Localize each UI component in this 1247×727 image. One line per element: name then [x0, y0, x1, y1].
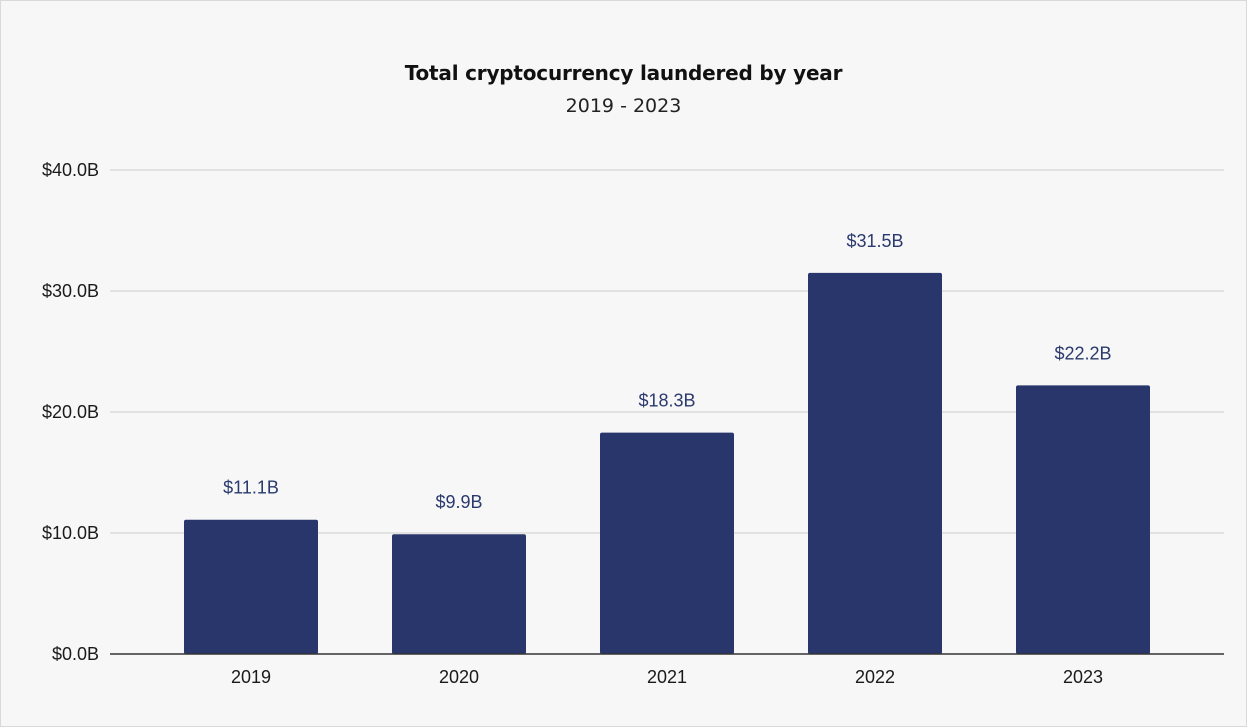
- bar: [600, 432, 734, 654]
- x-tick-label: 2019: [231, 667, 271, 687]
- data-label: $18.3B: [638, 391, 695, 411]
- x-tick-label: 2021: [647, 667, 687, 687]
- data-label: $31.5B: [846, 231, 903, 251]
- bar: [392, 534, 526, 654]
- chart-subtitle: 2019 - 2023: [565, 95, 682, 117]
- data-label: $22.2B: [1054, 343, 1111, 363]
- bar: [808, 272, 942, 654]
- y-tick-label: $30.0B: [42, 281, 99, 301]
- x-tick-label: 2023: [1063, 667, 1103, 687]
- y-tick-label: $20.0B: [42, 402, 99, 422]
- data-label: $11.1B: [223, 478, 279, 498]
- x-tick-label: 2020: [439, 667, 479, 687]
- y-tick-label: $10.0B: [42, 523, 99, 543]
- y-tick-label: $0.0B: [52, 644, 99, 664]
- bar: [184, 519, 318, 654]
- bar: [1016, 385, 1150, 654]
- data-label: $9.9B: [435, 492, 482, 512]
- x-tick-label: 2022: [855, 667, 895, 687]
- y-tick-label: $40.0B: [42, 160, 99, 180]
- chart-title: Total cryptocurrency laundered by year: [404, 61, 843, 85]
